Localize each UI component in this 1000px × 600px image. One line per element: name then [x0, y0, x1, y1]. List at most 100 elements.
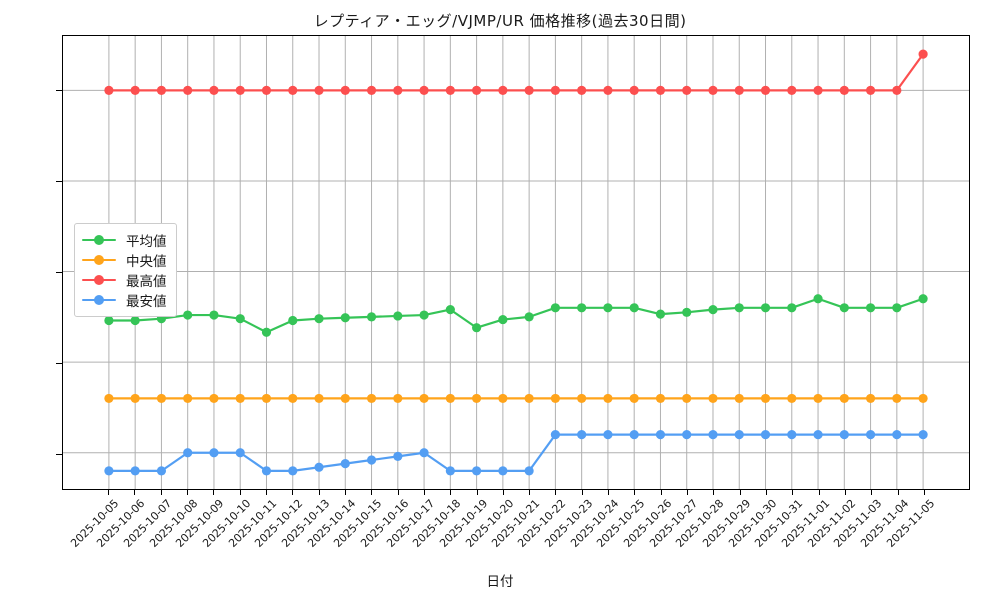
- chart-legend: 平均値 中央値 最高値 最安値: [74, 223, 177, 317]
- data-point: [629, 303, 639, 313]
- x-tick-mark: [397, 490, 399, 495]
- data-point: [419, 310, 429, 320]
- y-tick-mark: [56, 180, 62, 182]
- series-line: [107, 433, 925, 472]
- series-line: [107, 297, 925, 334]
- data-point: [156, 466, 167, 476]
- data-point: [865, 303, 876, 313]
- data-point: [682, 393, 692, 403]
- data-point: [340, 393, 350, 403]
- x-tick-mark: [502, 490, 504, 495]
- legend-item-1[interactable]: 平均値: [82, 230, 167, 250]
- legend-marker-icon: [82, 253, 116, 267]
- data-point: [366, 455, 377, 465]
- x-tick-mark: [660, 490, 662, 495]
- x-tick-mark: [108, 490, 109, 495]
- x-tick-mark: [871, 490, 873, 495]
- data-point: [261, 393, 272, 403]
- data-point: [734, 393, 744, 403]
- data-point: [472, 85, 482, 95]
- legend-label: 平均値: [126, 234, 167, 250]
- data-point: [760, 85, 771, 95]
- series-line: [107, 53, 925, 92]
- data-point: [629, 393, 639, 403]
- data-point: [655, 430, 666, 440]
- data-point: [892, 430, 902, 440]
- data-point: [682, 85, 692, 95]
- data-point: [498, 466, 508, 476]
- data-point: [577, 393, 587, 403]
- data-point: [734, 430, 744, 440]
- data-point: [104, 466, 114, 476]
- data-point: [524, 466, 534, 476]
- data-point: [708, 85, 718, 95]
- data-point: [577, 85, 587, 95]
- data-point: [524, 393, 534, 403]
- data-point: [288, 315, 298, 326]
- x-tick-mark: [739, 490, 741, 495]
- x-tick-mark: [581, 490, 583, 495]
- x-tick-mark: [897, 490, 899, 495]
- data-point: [235, 314, 245, 324]
- data-point: [629, 430, 639, 440]
- data-point: [682, 307, 692, 317]
- data-point: [393, 311, 403, 321]
- x-tick-mark: [845, 490, 847, 495]
- data-point: [918, 294, 928, 304]
- data-point: [787, 393, 797, 403]
- data-point: [314, 85, 324, 95]
- x-axis-label: 日付: [486, 574, 514, 590]
- data-point: [760, 393, 771, 403]
- data-point: [918, 393, 928, 403]
- data-point: [340, 459, 350, 469]
- data-point: [104, 393, 114, 403]
- data-point: [787, 85, 797, 95]
- data-point: [708, 305, 718, 315]
- data-point: [603, 303, 613, 313]
- x-tick-mark: [529, 490, 531, 495]
- grid-lines: [63, 36, 969, 489]
- data-point: [603, 393, 613, 403]
- data-point: [183, 310, 193, 320]
- series-lines: [104, 49, 928, 476]
- x-tick-mark: [186, 490, 188, 495]
- x-tick-mark: [134, 490, 136, 495]
- data-point: [550, 85, 560, 95]
- legend-item-2[interactable]: 中央値: [82, 250, 167, 270]
- data-point: [603, 85, 613, 95]
- legend-item-3[interactable]: 最高値: [82, 270, 167, 290]
- data-point: [209, 310, 219, 320]
- data-point: [130, 85, 140, 95]
- data-point: [550, 303, 560, 313]
- data-point: [813, 430, 823, 440]
- y-tick-mark: [56, 271, 62, 273]
- data-point: [865, 430, 876, 440]
- y-tick-mark: [56, 453, 62, 455]
- data-point: [918, 49, 928, 59]
- x-tick-mark: [713, 490, 715, 495]
- x-tick-mark: [292, 490, 294, 495]
- x-tick-mark: [371, 490, 373, 495]
- data-point: [130, 315, 140, 326]
- x-tick-mark: [818, 490, 820, 495]
- data-point: [209, 85, 219, 95]
- data-point: [577, 303, 587, 313]
- data-point: [366, 85, 377, 95]
- data-point: [393, 85, 403, 95]
- data-point: [892, 85, 902, 95]
- legend-marker-icon: [82, 233, 116, 247]
- data-point: [787, 303, 797, 313]
- y-tick-mark: [56, 89, 62, 91]
- data-point: [445, 466, 455, 476]
- data-point: [261, 327, 272, 337]
- data-point: [839, 430, 849, 440]
- x-tick-mark: [160, 490, 162, 495]
- x-tick-mark: [924, 490, 925, 495]
- legend-item-4[interactable]: 最安値: [82, 290, 167, 310]
- x-tick-mark: [318, 490, 320, 495]
- x-tick-mark: [476, 490, 478, 495]
- data-point: [813, 85, 823, 95]
- x-tick-mark: [608, 490, 610, 495]
- data-point: [209, 448, 219, 458]
